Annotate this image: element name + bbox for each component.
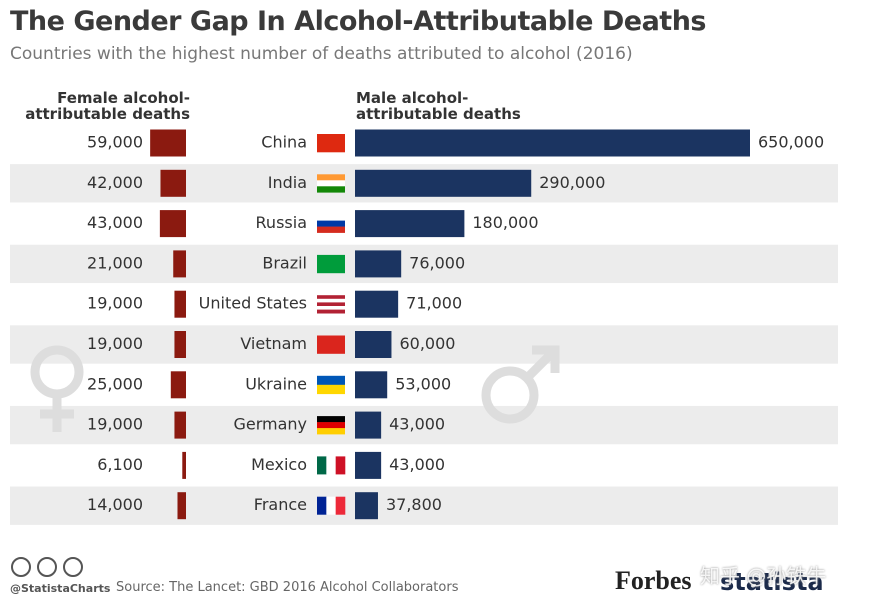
male-value-label: 60,000 xyxy=(399,334,455,353)
flag xyxy=(317,186,345,193)
male-value-label: 37,800 xyxy=(386,495,442,514)
male-value-label: 180,000 xyxy=(472,213,538,232)
male-bar xyxy=(355,371,388,399)
category-label: Brazil xyxy=(262,253,307,272)
row-band xyxy=(10,486,838,525)
male-bar xyxy=(355,129,750,157)
female-value-label: 42,000 xyxy=(87,173,143,192)
flag xyxy=(317,456,327,475)
male-symbol xyxy=(481,345,560,424)
female-bar xyxy=(160,169,186,197)
row-band xyxy=(10,405,838,445)
female-value-label: 59,000 xyxy=(87,133,143,152)
male-value-label: 650,000 xyxy=(758,133,824,152)
flag xyxy=(317,226,345,233)
female-bar xyxy=(174,411,186,439)
male-value-label: 71,000 xyxy=(406,294,462,313)
female-bar xyxy=(177,492,186,520)
category-label: Ukraine xyxy=(245,374,307,393)
category-label: India xyxy=(268,173,307,192)
legend-male: Male alcohol-attributable deaths xyxy=(356,89,521,123)
female-value-label: 19,000 xyxy=(87,294,143,313)
male-bar xyxy=(355,250,402,278)
male-bar xyxy=(355,492,378,520)
male-bar xyxy=(355,290,399,318)
male-bar xyxy=(355,210,465,238)
credit: @StatistaCharts xyxy=(10,582,111,595)
female-bar xyxy=(150,129,186,157)
brand-statista: statista xyxy=(720,568,824,596)
female-value-label: 25,000 xyxy=(87,374,143,393)
flag xyxy=(317,422,345,429)
male-value-label: 290,000 xyxy=(539,173,605,192)
flag xyxy=(326,456,336,475)
source: Source: The Lancet: GBD 2016 Alcohol Col… xyxy=(116,580,459,595)
chart: China 59,000 650,000 India 42,000 290,000 Russ… xyxy=(10,129,838,525)
female-value-label: 43,000 xyxy=(87,213,143,232)
female-bar xyxy=(159,210,186,238)
female-value-label: 6,100 xyxy=(97,455,143,474)
flag xyxy=(317,214,345,221)
male-bar xyxy=(355,331,392,358)
category-label: France xyxy=(254,495,307,514)
flag xyxy=(317,306,345,310)
row-band xyxy=(10,244,838,284)
flag xyxy=(317,496,327,515)
category-label: United States xyxy=(199,294,307,313)
female-bar xyxy=(174,290,186,318)
female-value-label: 19,000 xyxy=(87,415,143,434)
male-value-label: 43,000 xyxy=(389,455,445,474)
watermark: 知乎 @孙铁牛 xyxy=(700,564,827,588)
flag xyxy=(317,335,345,354)
male-value-label: 53,000 xyxy=(395,374,451,393)
flag xyxy=(317,298,345,303)
flag xyxy=(317,428,345,435)
female-bar xyxy=(182,451,186,479)
male-bar xyxy=(355,411,382,439)
male-value-label: 43,000 xyxy=(389,415,445,434)
category-label: Mexico xyxy=(251,455,307,474)
flag xyxy=(317,295,345,300)
chart-subtitle: Countries with the highest number of dea… xyxy=(10,44,633,64)
flag xyxy=(317,309,345,314)
male-bar xyxy=(355,451,382,479)
female-bar xyxy=(174,331,186,358)
female-value-label: 21,000 xyxy=(87,253,143,272)
legend-female: Female alcohol-attributable deaths xyxy=(25,89,190,123)
male-bar xyxy=(355,169,532,197)
flag xyxy=(317,220,345,227)
flag xyxy=(317,416,345,423)
flag xyxy=(335,456,346,475)
flag xyxy=(317,180,345,187)
row-band xyxy=(10,325,838,364)
brand-forbes: Forbes xyxy=(615,566,692,595)
flag xyxy=(317,174,345,181)
flag xyxy=(317,254,345,274)
flag xyxy=(317,302,345,307)
female-symbol xyxy=(30,345,84,432)
flag xyxy=(326,496,336,515)
flag xyxy=(335,496,346,515)
female-value-label: 14,000 xyxy=(87,495,143,514)
female-bar xyxy=(170,371,186,399)
category-label: Germany xyxy=(233,415,307,434)
category-label: Russia xyxy=(256,213,307,232)
flag xyxy=(317,134,345,153)
flag xyxy=(317,384,345,395)
chart-title: The Gender Gap In Alcohol-Attributable D… xyxy=(10,6,707,37)
category-label: China xyxy=(261,133,307,152)
cc-icons xyxy=(11,557,83,577)
flag xyxy=(317,375,345,386)
male-value-label: 76,000 xyxy=(409,253,465,272)
category-label: Vietnam xyxy=(240,334,307,353)
female-bar xyxy=(173,250,186,278)
female-value-label: 19,000 xyxy=(87,334,143,353)
